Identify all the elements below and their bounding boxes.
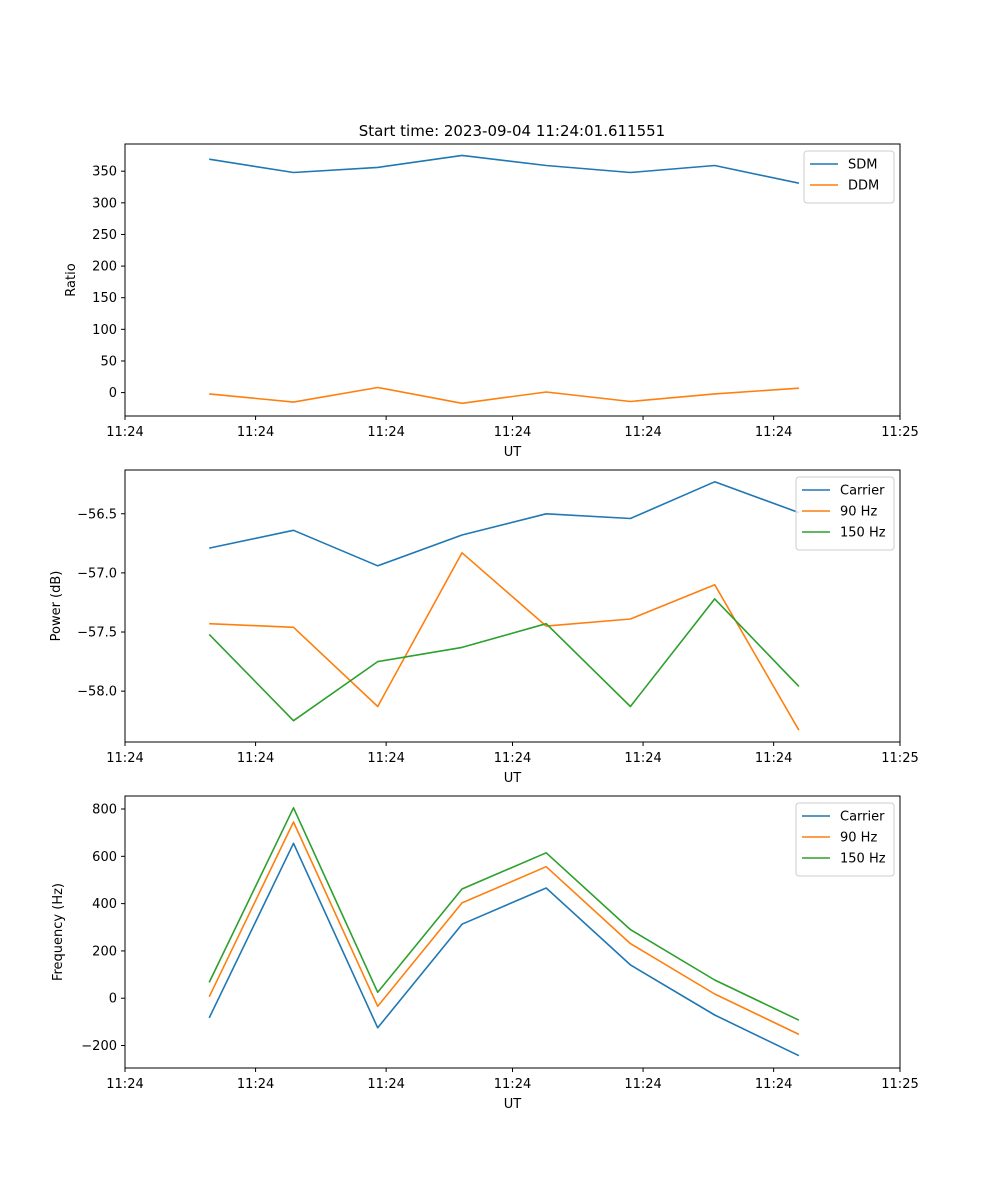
x-tick-label: 11:24 <box>624 751 661 766</box>
series-line-90-hz <box>208 821 800 1036</box>
x-tick-label: 11:25 <box>881 425 918 440</box>
y-tick-label: 250 <box>92 228 117 243</box>
y-tick-label: −200 <box>81 1039 117 1054</box>
x-tick-label: 11:24 <box>106 1077 143 1092</box>
panel-ratio: 0 50 100 150 200 250 300 350 11:24 11:24 11:24 11:2… <box>64 143 919 460</box>
y-tick-label: 200 <box>92 944 117 959</box>
y-tick-label: 0 <box>109 992 117 1007</box>
y-axis-label: Ratio <box>64 263 79 296</box>
y-tick-label: −57.0 <box>77 566 117 581</box>
x-tick-label: 11:24 <box>237 425 274 440</box>
x-tick-label: 11:24 <box>494 751 531 766</box>
x-axis-label: UT <box>504 1097 522 1112</box>
legend-label: 90 Hz <box>840 505 877 520</box>
y-tick-label: 300 <box>92 196 117 211</box>
y-tick-label: 50 <box>100 354 117 369</box>
y-tick-label: −57.5 <box>77 626 117 641</box>
x-tick-label: 11:24 <box>237 751 274 766</box>
x-tick-label: 11:24 <box>755 1077 792 1092</box>
x-tick-label: 11:24 <box>494 1077 531 1092</box>
panel-frequency: −200 0 200 400 600 800 11:24 11:24 11:24 11:24 11:… <box>51 795 919 1112</box>
x-tick-label: 11:24 <box>367 425 404 440</box>
series-line-carrier <box>209 480 800 567</box>
y-tick-label: 0 <box>109 386 117 401</box>
x-tick-label: 11:24 <box>624 425 661 440</box>
legend-label: Carrier <box>840 810 885 825</box>
y-axis-label: Frequency (Hz) <box>51 883 66 981</box>
figure-title: Start time: 2023-09-04 11:24:01.611551 <box>359 122 665 140</box>
series-line-90-hz <box>209 551 800 731</box>
x-tick-label: 11:25 <box>881 751 918 766</box>
legend-label: 150 Hz <box>840 852 886 867</box>
x-tick-label: 11:24 <box>106 425 143 440</box>
series-line-carrier <box>208 842 800 1057</box>
y-tick-label: −56.5 <box>77 507 117 522</box>
y-tick-label: 600 <box>92 850 117 865</box>
x-tick-label: 11:24 <box>755 425 792 440</box>
legend-label: Carrier <box>840 484 885 499</box>
legend-label: SDM <box>848 158 877 173</box>
x-tick-label: 11:24 <box>494 425 531 440</box>
legend-label: DDM <box>848 179 879 194</box>
y-tick-label: 100 <box>92 323 117 338</box>
x-tick-label: 11:24 <box>106 751 143 766</box>
panel-power: −58.0 −57.5 −57.0 −56.5 11:24 11:24 11:24 11:24… <box>49 469 919 786</box>
y-tick-label: 400 <box>92 897 117 912</box>
series-line-150-hz <box>208 598 800 722</box>
axes-frame <box>124 469 901 743</box>
x-tick-label: 11:24 <box>755 751 792 766</box>
series-line-ddm <box>209 386 799 405</box>
x-tick-label: 11:24 <box>237 1077 274 1092</box>
axes-frame <box>124 143 901 417</box>
x-axis-label: UT <box>504 771 522 786</box>
axes-frame <box>124 795 901 1069</box>
x-tick-label: 11:25 <box>881 1077 918 1092</box>
y-tick-label: 350 <box>92 165 117 180</box>
y-tick-label: 150 <box>92 291 117 306</box>
x-axis-label: UT <box>504 445 522 460</box>
x-tick-label: 11:24 <box>367 1077 404 1092</box>
series-line-150-hz <box>208 806 800 1021</box>
y-tick-label: 800 <box>92 803 117 818</box>
y-tick-label: −58.0 <box>77 685 117 700</box>
series-line-sdm <box>209 154 800 184</box>
x-tick-label: 11:24 <box>624 1077 661 1092</box>
y-tick-label: 200 <box>92 260 117 275</box>
legend-label: 150 Hz <box>840 526 886 541</box>
legend-label: 90 Hz <box>840 831 877 846</box>
y-axis-label: Power (dB) <box>49 571 64 642</box>
x-tick-label: 11:24 <box>367 751 404 766</box>
